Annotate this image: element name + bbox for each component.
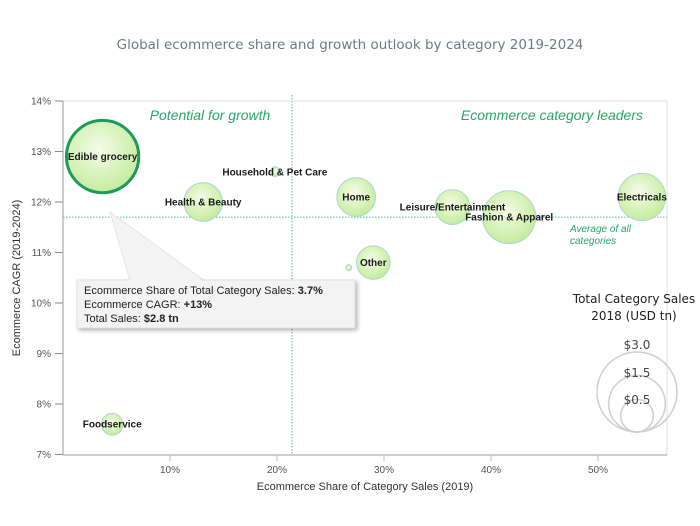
- chart-title: Global ecommerce share and growth outloo…: [117, 37, 584, 53]
- bubble-label-electricals: Electricals: [617, 192, 667, 203]
- y-axis-ticks: 7% 8% 9% 10% 11% 12% 13% 14%: [31, 97, 63, 461]
- size-legend-circle: [596, 351, 678, 433]
- y-axis-label: Ecommerce CAGR (2019-2024): [11, 200, 23, 357]
- size-legend-title-1: Total Category Sales: [572, 292, 695, 306]
- average-note-line-1: Average of all: [569, 224, 632, 235]
- x-tick-label: 20%: [267, 465, 287, 476]
- tooltip-box: [76, 279, 356, 329]
- x-tick-label: 10%: [160, 465, 180, 476]
- bubble-electricals[interactable]: [617, 172, 667, 222]
- bubble-fashion-apparel[interactable]: [482, 190, 537, 245]
- size-legend-label: $0.5: [624, 393, 651, 407]
- bubble-label-health-beauty: Health & Beauty: [165, 198, 242, 209]
- x-axis-ticks: 10% 20% 30% 40% 50%: [160, 455, 608, 476]
- y-tick-label: 14%: [31, 97, 51, 108]
- bubble-labels-layer: Edible grocery Health & Beauty Household &…: [68, 152, 667, 431]
- x-tick-label: 30%: [374, 465, 394, 476]
- bubbles-layer: [64, 118, 667, 436]
- size-legend-title-2: 2018 (USD tn): [591, 309, 676, 323]
- bubble-label-fashion-apparel: Fashion & Apparel: [465, 213, 553, 224]
- y-tick-label: 12%: [31, 198, 51, 209]
- x-tick-label: 50%: [588, 465, 608, 476]
- bubble-edible-grocery[interactable]: [64, 118, 141, 195]
- bubble-label-home: Home: [342, 192, 370, 203]
- bubble-label-foodservice: Foodservice: [83, 420, 142, 431]
- bubble-label-other: Other: [360, 258, 387, 269]
- y-tick-label: 9%: [37, 349, 52, 360]
- y-tick-label: 11%: [32, 248, 51, 259]
- quadrant-label-potential: Potential for growth: [150, 107, 271, 123]
- bubble-household-pet-care[interactable]: [269, 166, 281, 178]
- y-tick-label: 10%: [31, 299, 51, 310]
- bubble-foodservice[interactable]: [100, 412, 124, 436]
- bubble-label-edible-grocery: Edible grocery: [68, 152, 138, 163]
- y-tick-label: 7%: [37, 450, 52, 461]
- bubble-leisure-entertainment[interactable]: [434, 189, 471, 225]
- bubble-home[interactable]: [336, 177, 376, 217]
- y-tick-label: 13%: [31, 147, 51, 158]
- x-tick-label: 40%: [481, 465, 501, 476]
- tooltip-line-cagr: Ecommerce CAGR: +13%: [84, 299, 212, 311]
- average-note-line-2: categories: [570, 236, 616, 247]
- bubble-label-leisure-entertainment: Leisure/Entertainment: [400, 203, 506, 214]
- size-legend-label: $3.0: [624, 338, 651, 352]
- quadrant-label-leaders: Ecommerce category leaders: [461, 107, 643, 123]
- bubble-health-beauty[interactable]: [183, 182, 223, 222]
- bubble-label-household-pet-care: Household & Pet Care: [222, 168, 327, 179]
- size-legend-label: $1.5: [624, 366, 651, 380]
- size-legend: Total Category Sales 2018 (USD tn) $3.0 $…: [572, 292, 695, 433]
- size-legend-circle: [619, 398, 655, 433]
- bubble-other[interactable]: [356, 245, 391, 280]
- tooltip-line-share: Ecommerce Share of Total Category Sales:…: [84, 285, 323, 297]
- tooltip: Ecommerce Share of Total Category Sales:…: [76, 210, 356, 329]
- y-tick-label: 8%: [37, 400, 52, 411]
- x-axis-label: Ecommerce Share of Category Sales (2019): [257, 481, 473, 493]
- bubble-unlabeled[interactable]: [345, 264, 353, 272]
- tooltip-line-sales: Total Sales: $2.8 tn: [84, 313, 179, 325]
